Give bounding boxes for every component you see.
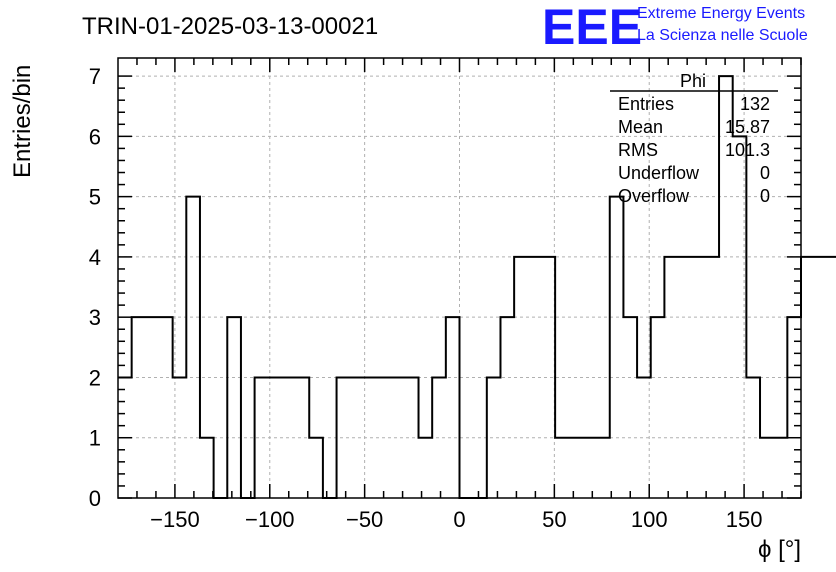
histogram-bin	[405, 377, 419, 498]
x-tick-label: 150	[726, 507, 763, 532]
histogram-bin	[446, 317, 460, 498]
stats-value: 101.3	[725, 140, 770, 160]
histogram-bin	[760, 438, 774, 498]
histogram-bin	[296, 377, 310, 498]
histogram-bin	[828, 257, 836, 498]
stats-value: 0	[760, 186, 770, 206]
x-tick-label: −150	[150, 507, 200, 532]
eee-logo: EEE Extreme Energy Events La Scienza nel…	[542, 0, 808, 55]
stats-value: 132	[740, 94, 770, 114]
stats-rows: Entries 132 Mean 15.87 RMS 101.3 Underflow 0 Ove…	[618, 94, 770, 206]
y-axis-title: Entries/bin	[9, 65, 36, 178]
stats-label: RMS	[618, 140, 658, 160]
histogram-bin	[582, 438, 596, 498]
x-axis-title: ϕ [°]	[758, 536, 801, 563]
x-tick-label: −100	[245, 507, 295, 532]
histogram-bin	[255, 377, 269, 498]
histogram-bin	[145, 317, 159, 498]
histogram-bin	[774, 438, 788, 498]
histogram-bin	[787, 317, 801, 498]
histogram-bin	[815, 257, 829, 498]
histogram-bin	[514, 257, 528, 498]
histogram-bin	[623, 317, 637, 498]
y-tick-label: 1	[89, 426, 101, 451]
histogram-bin	[569, 438, 583, 498]
histogram-bin	[801, 257, 815, 498]
stats-title: Phi	[680, 71, 706, 91]
histogram-bin	[378, 377, 392, 498]
histogram-bin	[664, 257, 678, 498]
y-tick-label: 7	[89, 64, 101, 89]
histogram-bin	[227, 317, 241, 498]
histogram-bin	[391, 377, 405, 498]
axis-ticks	[118, 58, 802, 499]
eee-logo-line1: Extreme Energy Events	[637, 5, 805, 22]
stats-value: 0	[760, 163, 770, 183]
run-title: TRIN-01-2025-03-13-00021	[82, 13, 378, 40]
y-tick-label: 3	[89, 305, 101, 330]
histogram-bin	[705, 257, 719, 498]
histogram-bin	[500, 317, 514, 498]
histogram-bin	[733, 136, 747, 498]
histogram-bin	[268, 377, 282, 498]
x-tick-labels: −150 −100 −50 0 50 100 150	[150, 507, 762, 532]
histogram-bin	[364, 377, 378, 498]
y-tick-label: 0	[89, 486, 101, 511]
histogram-bin	[173, 377, 187, 498]
x-tick-label: 0	[453, 507, 465, 532]
histogram-bin	[419, 438, 433, 498]
y-tick-label: 4	[89, 245, 101, 270]
stats-label: Underflow	[618, 163, 700, 183]
eee-logo-line2: La Scienza nelle Scuole	[637, 27, 808, 44]
histogram-bin	[678, 257, 692, 498]
stats-label: Mean	[618, 117, 663, 137]
histogram-bin	[746, 377, 760, 498]
histogram-bin	[610, 197, 624, 498]
y-tick-labels: 0 1 2 3 4 5 6 7	[89, 64, 101, 511]
histogram-bin	[337, 377, 351, 498]
x-tick-label: 50	[542, 507, 566, 532]
histogram-bin	[555, 438, 569, 498]
histogram-bin	[637, 377, 651, 498]
histogram-bin	[432, 377, 446, 498]
stats-label: Entries	[618, 94, 674, 114]
histogram-bin	[651, 317, 665, 498]
histogram-bin	[528, 257, 542, 498]
histogram-bin	[159, 317, 173, 498]
stats-box: Phi Entries 132 Mean 15.87 RMS 101.3 Underflow…	[610, 71, 778, 206]
x-tick-label: 100	[631, 507, 668, 532]
y-tick-label: 2	[89, 365, 101, 390]
eee-logo-mark: EEE	[542, 0, 642, 55]
histogram-bin	[487, 377, 501, 498]
stats-value: 15.87	[725, 117, 770, 137]
histogram-bin	[596, 438, 610, 498]
histogram-bin	[132, 317, 146, 498]
y-tick-label: 6	[89, 124, 101, 149]
histogram-line	[118, 75, 836, 499]
histogram-bin	[282, 377, 296, 498]
histogram-bin	[309, 438, 323, 498]
x-tick-label: −50	[346, 507, 383, 532]
histogram-bin	[692, 257, 706, 498]
y-tick-label: 5	[89, 185, 101, 210]
histogram-bin	[186, 197, 200, 498]
histogram-bin	[541, 257, 555, 498]
histogram-bin	[350, 377, 364, 498]
stats-label: Overflow	[618, 186, 690, 206]
histogram-bin	[200, 438, 214, 498]
